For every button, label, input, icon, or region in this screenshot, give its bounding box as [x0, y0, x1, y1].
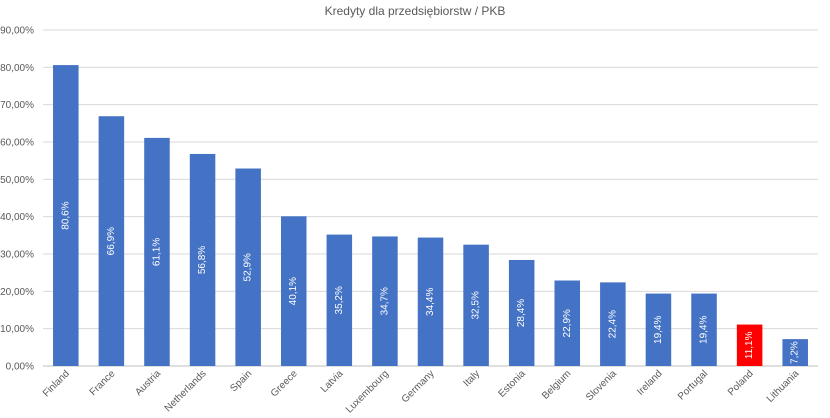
y-tick-label: 30,00%: [0, 250, 34, 261]
y-tick-label: 50,00%: [0, 175, 34, 186]
data-label: 35,2%: [334, 286, 345, 314]
bar-greece: [280, 216, 307, 366]
x-tick-label: Spain: [228, 368, 254, 394]
data-label: 22,4%: [607, 310, 618, 338]
data-label: 61,1%: [151, 238, 162, 266]
bar-poland: [736, 324, 763, 366]
data-label: 56,8%: [197, 246, 208, 274]
data-label: 28,4%: [516, 299, 527, 327]
x-tick-label: Poland: [726, 368, 756, 398]
bar-ireland: [645, 293, 672, 366]
data-label: 40,1%: [288, 277, 299, 305]
y-tick-label: 40,00%: [0, 212, 34, 223]
data-label: 19,4%: [653, 316, 664, 344]
bar-austria: [144, 137, 170, 366]
bar-italy: [463, 244, 489, 366]
data-label: 22,9%: [562, 309, 573, 337]
x-tick-label: Austria: [133, 368, 163, 398]
bar-germany: [417, 237, 444, 366]
x-tick-label: Greece: [269, 368, 300, 399]
y-tick-label: 0,00%: [6, 362, 34, 373]
y-axis: 0,00% 10,00% 20,00% 30,00% 40,00% 50,00% 60,00…: [0, 26, 34, 373]
bar-lithuania: [782, 339, 808, 366]
x-tick-label: Ireland: [635, 368, 664, 397]
bars: 80,6% 66,9% 61,1% 56,8% 52,9% 40,1% 35,2% 34,7%…: [53, 65, 808, 367]
bar-france: [98, 116, 125, 367]
y-tick-label: 90,00%: [0, 26, 34, 37]
x-tick-label: Netherlands: [163, 368, 209, 414]
bar-estonia: [508, 259, 535, 366]
bar-latvia: [326, 234, 353, 366]
x-tick-label: Germany: [400, 368, 437, 405]
y-tick-label: 80,00%: [0, 63, 34, 74]
bar-portugal: [691, 293, 717, 366]
data-label: 80,6%: [60, 201, 71, 229]
x-tick-label: Luxembourg: [344, 368, 391, 415]
x-tick-label: Finland: [41, 368, 72, 399]
bar-netherlands: [189, 153, 216, 366]
y-tick-label: 60,00%: [0, 138, 34, 149]
data-label: 34,4%: [425, 288, 436, 316]
x-tick-label: Estonia: [496, 368, 528, 400]
bar-spain: [235, 168, 261, 366]
data-label: 7,2%: [790, 341, 801, 364]
chart-title: Kredyty dla przedsiębiorstw / PKB: [325, 4, 506, 18]
data-label: 34,7%: [379, 287, 390, 315]
bar-slovenia: [600, 282, 626, 366]
x-tick-label: Slovenia: [584, 368, 619, 403]
data-label: 32,5%: [471, 291, 482, 319]
x-tick-label: France: [88, 368, 118, 398]
bar-finland: [53, 65, 79, 367]
data-label: 11,1%: [744, 331, 755, 359]
data-label: 19,4%: [699, 316, 710, 344]
x-tick-label: Portugal: [676, 368, 710, 402]
x-tick-label: Latvia: [319, 368, 346, 395]
bar-belgium: [554, 280, 581, 366]
y-tick-label: 20,00%: [0, 287, 34, 298]
bar-luxembourg: [372, 236, 398, 366]
x-tick-label: Italy: [461, 368, 482, 389]
y-tick-label: 70,00%: [0, 100, 34, 111]
data-label: 66,9%: [106, 227, 117, 255]
x-axis: Finland France Austria Netherlands Spain Gree…: [41, 368, 802, 415]
data-label: 52,9%: [243, 253, 254, 281]
gridlines: [43, 29, 818, 367]
x-tick-label: Belgium: [540, 368, 573, 401]
x-tick-label: Lithuania: [765, 368, 802, 405]
y-tick-label: 10,00%: [0, 324, 34, 335]
